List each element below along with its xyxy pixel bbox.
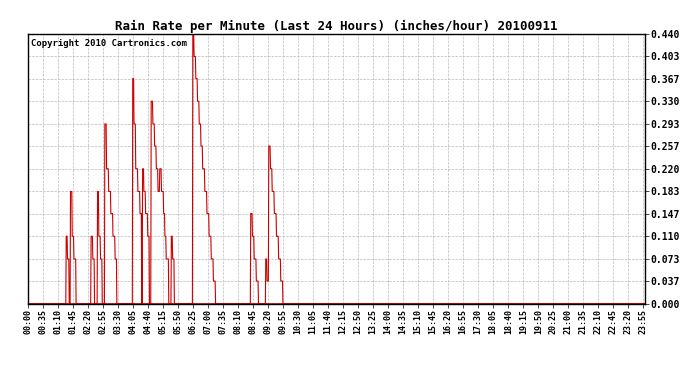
Text: Copyright 2010 Cartronics.com: Copyright 2010 Cartronics.com	[30, 39, 186, 48]
Title: Rain Rate per Minute (Last 24 Hours) (inches/hour) 20100911: Rain Rate per Minute (Last 24 Hours) (in…	[115, 20, 558, 33]
